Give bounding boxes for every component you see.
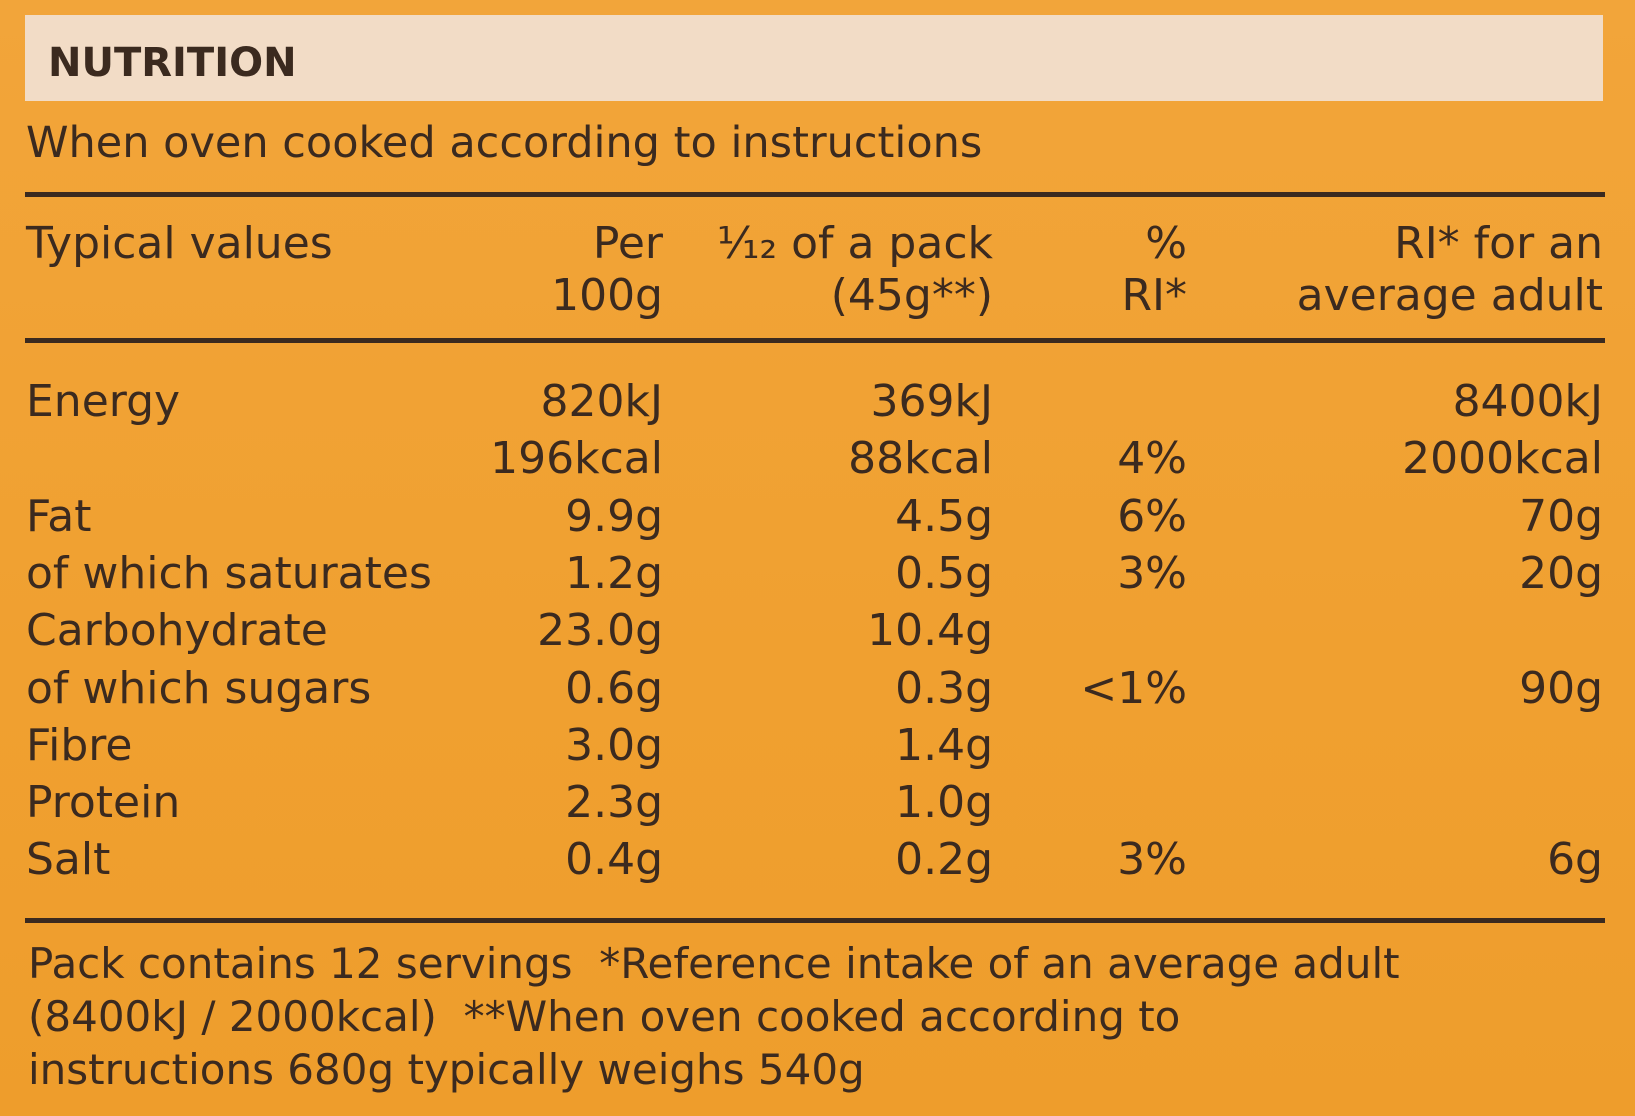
cell: 820kJ bbox=[540, 376, 663, 427]
cell: <1% bbox=[1080, 662, 1187, 714]
cell: 0.4g bbox=[565, 834, 663, 886]
cell: 2000kcal bbox=[1402, 433, 1603, 485]
cell: 10.4g bbox=[867, 605, 993, 657]
footnote: Pack contains 12 servings *Reference int… bbox=[28, 939, 1400, 988]
subtitle: When oven cooked according to instructio… bbox=[26, 118, 983, 168]
cell: 3% bbox=[1117, 834, 1187, 886]
cell: 23.0g bbox=[537, 605, 663, 657]
cell: 90g bbox=[1519, 662, 1603, 714]
cell: 4% bbox=[1117, 433, 1187, 485]
cell: 4.5g bbox=[895, 490, 993, 542]
cell: 2.3g bbox=[565, 777, 663, 829]
row-label: Fat bbox=[26, 490, 92, 542]
cell: 1.4g bbox=[895, 719, 993, 771]
row-label: of which sugars bbox=[26, 662, 372, 714]
cell: 3% bbox=[1117, 547, 1187, 599]
rule bbox=[25, 192, 1605, 197]
cell: 70g bbox=[1519, 490, 1603, 542]
column-header: Typical values bbox=[26, 218, 333, 269]
footnote: (8400kJ / 2000kcal) **When oven cooked a… bbox=[28, 992, 1181, 1041]
cell: 369kJ bbox=[870, 376, 993, 427]
row-label: Fibre bbox=[26, 719, 133, 771]
column-header: 100g bbox=[551, 270, 663, 321]
cell: 8400kJ bbox=[1452, 376, 1603, 427]
cell: 196kcal bbox=[490, 433, 663, 485]
title-band bbox=[25, 15, 1603, 101]
cell: 88kcal bbox=[848, 433, 993, 485]
cell: 0.5g bbox=[895, 547, 993, 599]
title: NUTRITION bbox=[48, 40, 297, 86]
cell: 0.2g bbox=[895, 834, 993, 886]
rule bbox=[25, 338, 1605, 343]
cell: 6g bbox=[1547, 834, 1603, 886]
cell: 20g bbox=[1519, 547, 1603, 599]
column-header: average adult bbox=[1296, 270, 1603, 321]
cell: 1.0g bbox=[895, 777, 993, 829]
cell: 3.0g bbox=[565, 719, 663, 771]
column-header: Per bbox=[592, 218, 663, 269]
column-header: RI* bbox=[1121, 270, 1187, 321]
cell: 0.3g bbox=[895, 662, 993, 714]
cell: 1.2g bbox=[565, 547, 663, 599]
column-header: RI* for an bbox=[1394, 218, 1603, 269]
cell: 0.6g bbox=[565, 662, 663, 714]
row-label: Salt bbox=[26, 834, 111, 886]
row-label: of which saturates bbox=[26, 547, 432, 599]
rule bbox=[25, 918, 1605, 923]
row-label: Protein bbox=[26, 777, 181, 829]
column-header: ¹⁄₁₂ of a pack bbox=[716, 218, 993, 269]
cell: 9.9g bbox=[565, 490, 663, 542]
column-header: (45g**) bbox=[830, 270, 993, 321]
cell: 6% bbox=[1117, 490, 1187, 542]
footnote: instructions 680g typically weighs 540g bbox=[28, 1045, 865, 1094]
column-header: % bbox=[1145, 218, 1187, 269]
row-label: Energy bbox=[26, 376, 181, 427]
row-label: Carbohydrate bbox=[26, 605, 328, 657]
